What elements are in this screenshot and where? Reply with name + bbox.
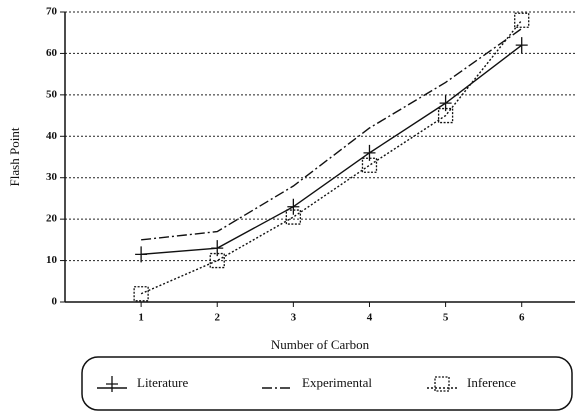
legend-marker (434, 376, 450, 392)
legend-label: Literature (137, 375, 188, 390)
data-point (439, 95, 452, 112)
series-line (141, 44, 523, 256)
data-point (361, 157, 378, 173)
y-tick-label: 0 (52, 296, 58, 308)
x-tick-label: 3 (291, 312, 297, 324)
legend-label: Inference (467, 375, 516, 390)
data-point (133, 286, 149, 302)
x-tick-label: 6 (519, 312, 525, 324)
series-line (140, 19, 523, 295)
series-line (141, 27, 523, 241)
data-point (135, 246, 148, 263)
y-tick-label: 40 (46, 130, 58, 142)
y-tick-label: 20 (46, 213, 58, 225)
x-axis-label: Number of Carbon (271, 337, 370, 352)
data-point (209, 252, 225, 269)
x-tick-label: 2 (214, 312, 220, 324)
legend-marker (106, 376, 118, 392)
data-point (437, 107, 454, 124)
legend-label: Experimental (302, 375, 372, 390)
x-tick-label: 5 (443, 312, 449, 324)
data-point (285, 209, 302, 225)
y-axis-label: Flash Point (7, 127, 22, 186)
legend-box (81, 356, 573, 411)
y-tick-label: 30 (46, 171, 58, 183)
data-point (515, 37, 528, 54)
y-tick-label: 10 (46, 254, 58, 266)
y-tick-label: 50 (46, 88, 58, 100)
x-tick-label: 1 (138, 312, 144, 324)
y-tick-label: 60 (46, 47, 58, 59)
data-point (287, 198, 300, 215)
y-tick-label: 70 (46, 6, 58, 18)
data-point (514, 12, 530, 28)
x-tick-label: 4 (367, 312, 373, 324)
